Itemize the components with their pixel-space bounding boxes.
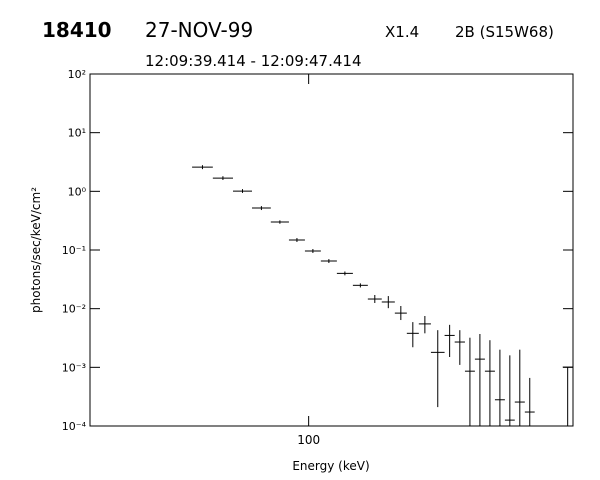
time-range: 12:09:39.414 - 12:09:47.414 (145, 52, 361, 70)
flare-class: X1.4 (385, 23, 419, 41)
y-tick-label: 10⁻² (62, 303, 86, 316)
y-tick-label: 10⁻¹ (62, 244, 86, 257)
y-tick-label: 10⁰ (68, 185, 87, 198)
event-number: 18410 (42, 18, 112, 42)
x-axis-label: Energy (keV) (292, 459, 369, 473)
data-marks (192, 165, 573, 426)
y-tick-label: 10⁻⁴ (62, 420, 87, 433)
flare-location: 2B (S15W68) (455, 23, 554, 41)
y-tick-label: 10⁻³ (62, 361, 86, 374)
y-tick-label: 10² (68, 68, 86, 81)
y-axis-label: photons/sec/keV/cm² (29, 187, 43, 313)
x-tick-label: 100 (297, 433, 320, 447)
y-tick-label: 10¹ (68, 127, 86, 140)
event-date: 27-NOV-99 (145, 18, 253, 42)
